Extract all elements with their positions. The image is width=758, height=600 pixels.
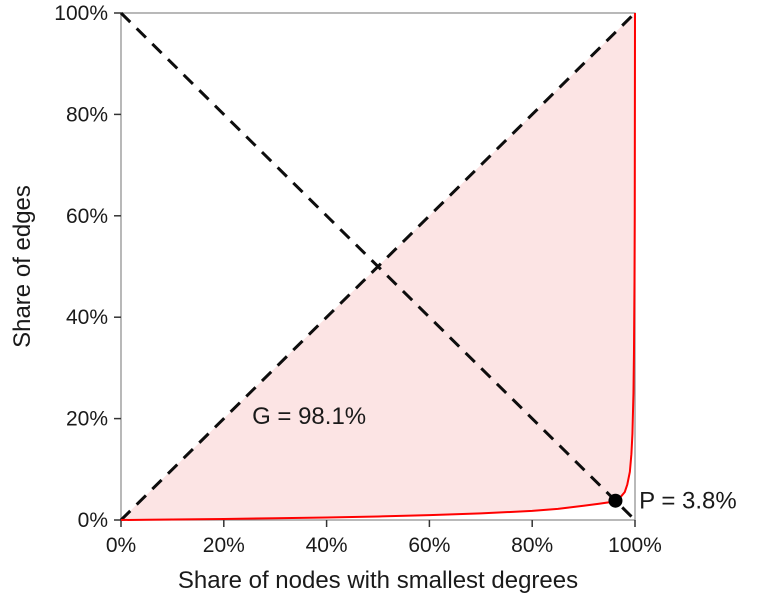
y-tick-label: 0%	[78, 509, 108, 532]
p-point	[608, 493, 623, 508]
y-axis-label: Share of edges	[9, 185, 36, 348]
x-tick-label: 80%	[511, 534, 553, 557]
y-tick-label: 20%	[66, 408, 108, 431]
x-tick-label: 100%	[608, 534, 662, 557]
y-tick-label: 60%	[66, 205, 108, 228]
x-axis-label: Share of nodes with smallest degrees	[178, 567, 578, 594]
y-tick-label: 80%	[66, 103, 108, 126]
x-tick-label: 20%	[203, 534, 245, 557]
y-tick-label: 40%	[66, 306, 108, 329]
x-tick-label: 60%	[408, 534, 450, 557]
lorenz-curve	[120, 12, 636, 521]
x-tick-label: 0%	[106, 534, 136, 557]
anti-diagonal	[119, 11, 637, 522]
x-tick-label: 40%	[306, 534, 348, 557]
p-label: P = 3.8%	[639, 488, 737, 515]
gini-label: G = 98.1%	[252, 403, 366, 430]
y-tick-label: 100%	[54, 2, 108, 25]
